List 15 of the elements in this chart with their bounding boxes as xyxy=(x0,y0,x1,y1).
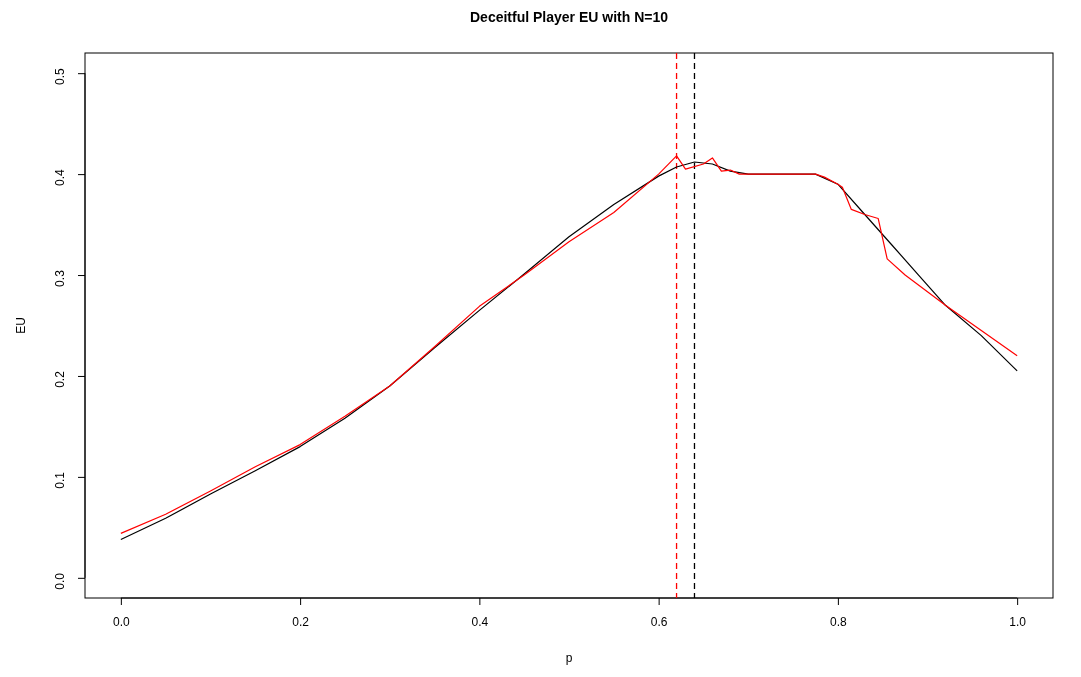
chart-title: Deceitful Player EU with N=10 xyxy=(469,9,669,25)
y-tick-label: 0.2 xyxy=(52,370,67,388)
x-tick-label: 0.8 xyxy=(830,614,848,629)
x-tick-label: 0.6 xyxy=(650,614,668,629)
y-tick-label: 0.3 xyxy=(52,269,67,287)
y-tick-label: 0.4 xyxy=(52,168,67,186)
y-tick-label: 0.0 xyxy=(52,572,67,590)
x-tick-label: 1.0 xyxy=(1009,614,1027,629)
x-tick-label: 0.4 xyxy=(471,614,489,629)
x-tick-label: 0.2 xyxy=(292,614,310,629)
x-tick-label: 0.0 xyxy=(113,614,131,629)
y-tick-label: 0.1 xyxy=(52,471,67,489)
x-axis-title: p xyxy=(565,651,573,665)
y-axis-title: EU xyxy=(14,317,28,334)
y-tick-label: 0.5 xyxy=(52,68,67,86)
